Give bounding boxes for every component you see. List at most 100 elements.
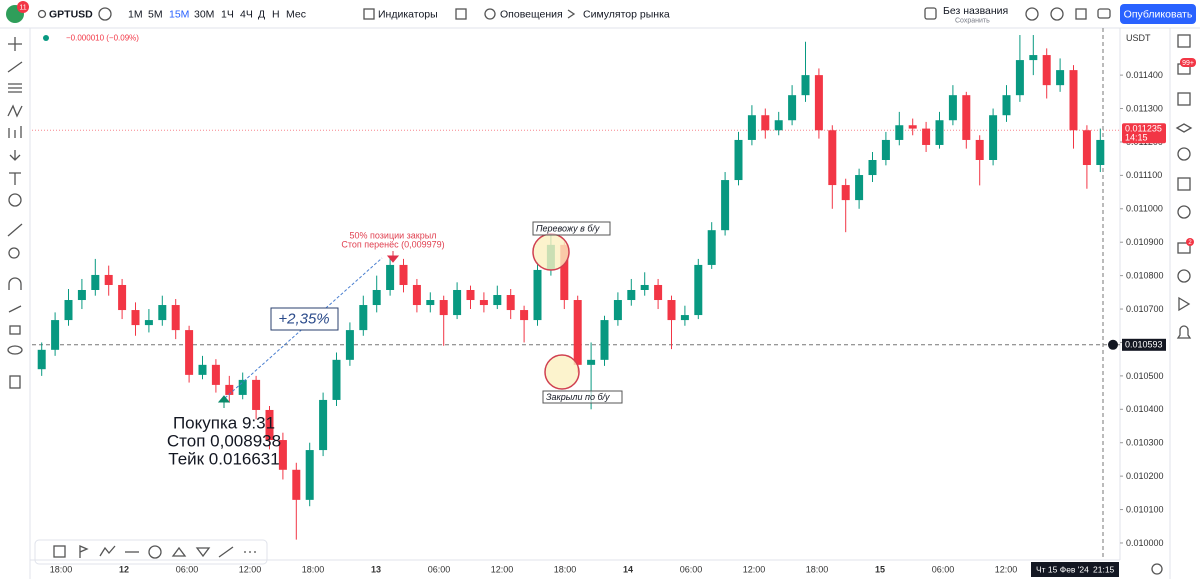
- candle-body: [828, 130, 837, 186]
- y-tick-label: 0.010900: [1126, 237, 1164, 247]
- text-tool[interactable]: [9, 172, 21, 185]
- timeframe[interactable]: 5M: [148, 8, 163, 20]
- candle-body: [426, 300, 435, 306]
- search-icon: [37, 9, 47, 19]
- arrow-tool[interactable]: [9, 150, 21, 161]
- replay-button[interactable]: Симулятор рынка: [583, 8, 670, 20]
- forecast-tool[interactable]: [8, 126, 22, 138]
- delete-tool[interactable]: [9, 375, 21, 389]
- chats[interactable]: [1177, 242, 1191, 254]
- candle-body: [881, 139, 890, 161]
- save-button[interactable]: Сохранить: [955, 17, 990, 24]
- ideas[interactable]: [1177, 205, 1191, 219]
- timeframe[interactable]: Н: [272, 8, 280, 20]
- timeframe[interactable]: 30M: [194, 8, 214, 20]
- tool[interactable]: [53, 545, 66, 558]
- candle-body: [814, 75, 823, 131]
- y-tick-label: 0.010100: [1126, 504, 1164, 514]
- settings[interactable]: [1050, 7, 1064, 21]
- emoji-tool[interactable]: [8, 193, 22, 207]
- symbol[interactable]: GPTUSD: [49, 8, 93, 20]
- timeframe[interactable]: 15M: [169, 8, 189, 20]
- candle-body: [841, 185, 850, 201]
- ruler-tool[interactable]: [7, 223, 23, 237]
- compare-icon[interactable]: [98, 7, 112, 21]
- quick-search[interactable]: [1025, 7, 1039, 21]
- streams[interactable]: [1177, 269, 1191, 283]
- timeframe[interactable]: 1Ч: [221, 8, 234, 20]
- x-tick-label: 18:00: [50, 564, 73, 574]
- note-box: [542, 390, 623, 404]
- candle-body: [37, 349, 46, 370]
- candle-body: [64, 300, 73, 321]
- lock-draw[interactable]: [8, 305, 22, 313]
- publish-bg[interactable]: [1120, 4, 1196, 24]
- timeframe[interactable]: Д: [258, 8, 265, 20]
- add-alert[interactable]: [1108, 339, 1118, 350]
- candle-body: [868, 160, 877, 176]
- tool[interactable]: [148, 545, 162, 559]
- alerts-icon: [484, 8, 496, 20]
- templates-icon[interactable]: [455, 8, 467, 20]
- candle-body: [948, 95, 957, 121]
- candle-body: [935, 120, 944, 145]
- hotlists[interactable]: [1177, 147, 1191, 161]
- calendar2[interactable]: [1177, 177, 1191, 191]
- lock-tool[interactable]: [9, 325, 21, 335]
- snapshot[interactable]: [1097, 8, 1111, 19]
- timeframe[interactable]: Мес: [286, 8, 306, 20]
- candle-body: [493, 295, 502, 306]
- candle-body: [613, 300, 622, 321]
- tool[interactable]: [218, 546, 234, 558]
- pattern-tool[interactable]: [7, 104, 23, 118]
- stop-arrow: [386, 251, 400, 263]
- candle-body: [734, 139, 743, 181]
- x-tick-label: 06:00: [176, 564, 199, 574]
- candle-body: [747, 115, 756, 140]
- x-tick-label: 06:00: [428, 564, 451, 574]
- y-tick-label: 0.010300: [1126, 438, 1164, 448]
- trend-tool[interactable]: [7, 61, 23, 73]
- tool[interactable]: [195, 547, 211, 558]
- timeframe[interactable]: 4Ч: [240, 8, 253, 20]
- crosshair-price-bg: [1122, 338, 1166, 351]
- candle-body: [453, 289, 462, 316]
- fib-tool[interactable]: [8, 83, 22, 93]
- notifications[interactable]: [1176, 325, 1192, 339]
- cursor-date: Чт 15 Фев '24: [1036, 564, 1089, 574]
- plot: 0.010000 0.010100 0.010200 0.010300 0.010400…: [32, 28, 1166, 574]
- x-tick-label: 12: [119, 564, 129, 574]
- publish-button[interactable]: Опубликовать: [1124, 8, 1193, 20]
- magnet-tool[interactable]: [8, 277, 22, 290]
- last-price-bg: [1122, 123, 1166, 144]
- zoom-tool[interactable]: [8, 247, 20, 259]
- badge: 99+: [1182, 60, 1194, 67]
- indicators-button[interactable]: Индикаторы: [378, 8, 438, 20]
- timeframe[interactable]: 1M: [128, 8, 143, 20]
- candle-body: [1042, 55, 1051, 86]
- note-box: [532, 221, 611, 236]
- y-tick-label: 0.011400: [1126, 70, 1163, 80]
- layout-name[interactable]: Без названия: [943, 5, 1008, 17]
- replays[interactable]: [1178, 296, 1191, 312]
- tool[interactable]: [79, 545, 89, 558]
- tool[interactable]: [99, 545, 116, 557]
- note: 50% позиции закрыл: [350, 230, 437, 240]
- layers[interactable]: [1175, 123, 1193, 133]
- fullscreen[interactable]: [1075, 8, 1087, 20]
- tool[interactable]: [171, 546, 187, 557]
- watchlist[interactable]: [1177, 34, 1191, 48]
- gain: +2,35%: [278, 310, 329, 327]
- hide-tool[interactable]: [7, 345, 23, 355]
- calendar[interactable]: [1177, 92, 1191, 106]
- candle-body: [305, 450, 314, 500]
- highlight: [544, 354, 580, 390]
- axis-settings[interactable]: [1151, 563, 1163, 575]
- alerts-button[interactable]: Оповещения: [500, 8, 563, 20]
- candle-body: [694, 264, 703, 316]
- candle-body: [1082, 130, 1091, 166]
- cursor-tool[interactable]: [8, 37, 22, 51]
- candle-body: [372, 289, 381, 306]
